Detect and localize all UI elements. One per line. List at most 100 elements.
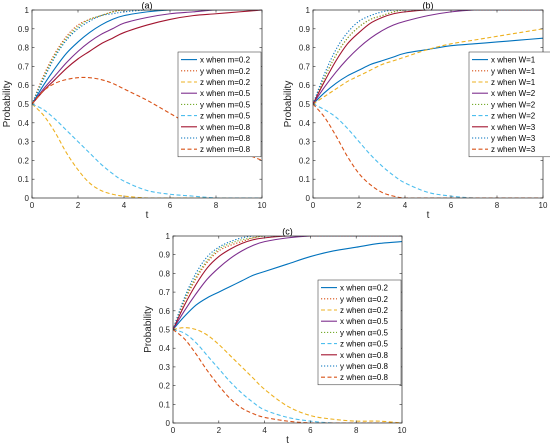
y-tick-label: 0.7 <box>18 62 30 71</box>
series-line <box>32 103 262 198</box>
x-tick-label: 2 <box>357 201 362 210</box>
y-tick-label: 0 <box>306 194 311 203</box>
y-tick-label: 0.6 <box>299 81 311 90</box>
y-axis-label: Probability <box>143 306 154 353</box>
y-tick-label: 0.8 <box>299 44 311 53</box>
legend: x when W=1 y when W=1 z when W=1 x when W=2… <box>468 51 550 158</box>
legend-label: x when m=0.5 <box>200 89 251 98</box>
legend-label: x when m=0.2 <box>200 56 251 65</box>
legend: x when m=0.2 y when m=0.2 z when m=0.2 x wh… <box>177 51 262 158</box>
x-tick-label: 4 <box>262 426 267 435</box>
panel-title: (a) <box>142 1 153 11</box>
series-line <box>313 10 543 105</box>
series-line <box>32 10 262 105</box>
series-line <box>173 241 402 330</box>
legend-label: x when α=0.5 <box>340 317 389 326</box>
y-tick-label: 0 <box>25 194 30 203</box>
y-tick-label: 0.6 <box>18 81 30 90</box>
x-tick-label: 6 <box>168 201 173 210</box>
legend-label: y when α=0.5 <box>340 328 389 337</box>
y-tick-label: 0.9 <box>299 25 311 34</box>
x-tick-label: 6 <box>308 426 313 435</box>
y-tick-label: 0.3 <box>159 363 171 372</box>
y-tick-label: 0.5 <box>299 100 311 109</box>
legend-label: y when m=0.2 <box>200 67 251 76</box>
series-line <box>32 10 262 105</box>
legend-label: z when m=0.8 <box>200 145 251 154</box>
y-tick-label: 0.6 <box>159 307 171 316</box>
x-tick-label: 2 <box>76 201 81 210</box>
legend-label: x when W=3 <box>491 123 536 132</box>
series-line <box>32 103 262 198</box>
legend-label: y when W=1 <box>491 67 536 76</box>
legend-label: x when W=2 <box>491 89 536 98</box>
x-tick-label: 8 <box>214 201 219 210</box>
legend-box <box>468 51 550 158</box>
y-tick-label: 0.2 <box>299 156 311 165</box>
series-lines <box>173 236 402 423</box>
y-tick-label: 0.8 <box>159 269 171 278</box>
y-tick-label: 1 <box>25 6 30 15</box>
y-tick-label: 0.7 <box>299 62 311 71</box>
x-tick-label: 0 <box>311 201 316 210</box>
x-tick-label: 10 <box>539 201 548 210</box>
series-line <box>173 329 402 423</box>
legend-label: x when W=1 <box>491 56 536 65</box>
y-tick-label: 0.8 <box>18 44 30 53</box>
legend-label: z when m=0.2 <box>200 78 251 87</box>
legend-label: y when W=2 <box>491 100 536 109</box>
y-tick-label: 0.4 <box>18 119 30 128</box>
panel-title: (c) <box>282 227 293 237</box>
legend-label: y when W=3 <box>491 134 536 143</box>
y-tick-label: 0.4 <box>299 119 311 128</box>
y-tick-label: 0.9 <box>159 251 171 260</box>
y-tick-label: 0 <box>166 419 171 428</box>
legend-label: z when W=2 <box>491 112 536 121</box>
y-tick-label: 0.4 <box>159 344 171 353</box>
panel-b: 0 2 4 6 8 10 0 0.1 0.2 0.3 0.4 0.5 0.6 0.7 0.8 0.9 1 (b) t… <box>283 1 550 221</box>
y-tick-label: 0.7 <box>159 288 171 297</box>
legend-label: z when α=0.5 <box>340 340 389 349</box>
y-tick-label: 1 <box>166 232 171 241</box>
x-tick-label: 0 <box>171 426 176 435</box>
series-line <box>173 236 402 330</box>
legend-label: z when α=0.8 <box>340 373 389 382</box>
legend-label: z when m=0.5 <box>200 112 251 121</box>
panel-c: 0 2 4 6 8 10 0 0.1 0.2 0.3 0.4 0.5 0.6 0.7 0.8 0.9 1 (c) t… <box>143 227 407 447</box>
y-tick-label: 0.5 <box>18 100 30 109</box>
y-axis-label: Probability <box>2 81 13 128</box>
y-tick-label: 1 <box>306 6 311 15</box>
series-line <box>173 236 402 330</box>
y-tick-label: 0.1 <box>299 175 311 184</box>
y-tick-label: 0.1 <box>18 175 30 184</box>
legend-box <box>177 51 262 158</box>
series-line <box>32 76 262 161</box>
legend-label: z when W=1 <box>491 78 536 87</box>
x-tick-label: 8 <box>354 426 359 435</box>
x-axis-label: t <box>146 210 149 221</box>
legend-label: y when α=0.2 <box>340 295 389 304</box>
y-tick-label: 0.9 <box>18 25 30 34</box>
series-line <box>173 236 402 330</box>
series-line <box>32 10 262 105</box>
series-lines <box>32 10 262 198</box>
series-line <box>313 103 543 198</box>
y-axis-label: Probability <box>283 81 294 128</box>
legend-label: x when m=0.8 <box>200 123 251 132</box>
legend-label: x when α=0.8 <box>340 351 389 360</box>
legend-box <box>317 279 402 386</box>
y-tick-label: 0.3 <box>299 138 311 147</box>
y-tick-label: 0.2 <box>18 156 30 165</box>
x-axis-label: t <box>286 435 289 446</box>
series-line <box>313 10 543 105</box>
x-tick-label: 4 <box>122 201 127 210</box>
y-tick-label: 0.2 <box>159 382 171 391</box>
legend-label: z when W=3 <box>491 145 536 154</box>
x-tick-label: 4 <box>403 201 408 210</box>
y-tick-label: 0.1 <box>159 400 171 409</box>
x-tick-label: 10 <box>258 201 267 210</box>
x-tick-label: 10 <box>398 426 407 435</box>
x-tick-label: 0 <box>30 201 35 210</box>
series-lines <box>313 10 543 198</box>
